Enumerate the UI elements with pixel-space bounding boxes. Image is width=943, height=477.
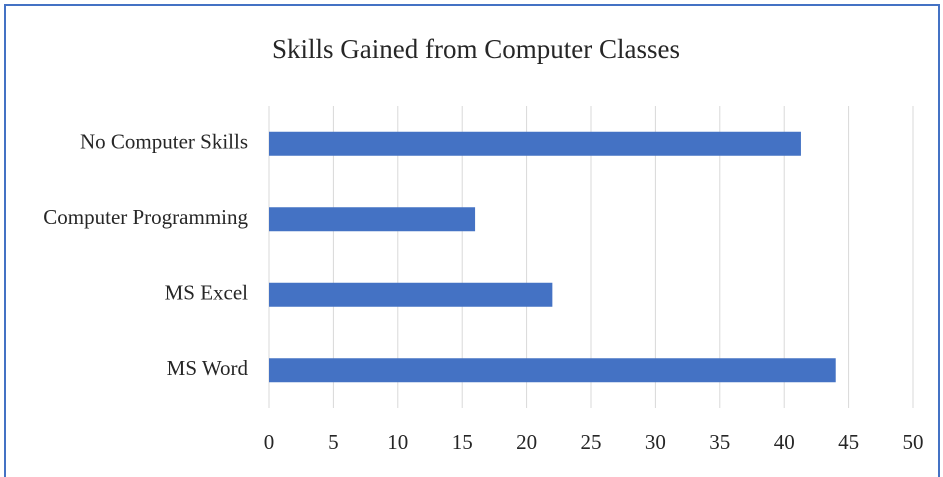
x-tick-label: 5: [328, 430, 339, 454]
x-tick-label: 35: [709, 430, 730, 454]
y-tick-label: Computer Programming: [43, 205, 248, 229]
y-tick-label: MS Excel: [165, 281, 249, 305]
frame: [4, 4, 940, 477]
chart-title: Skills Gained from Computer Classes: [272, 34, 680, 64]
x-tick-label: 25: [581, 430, 602, 454]
bar: [269, 282, 553, 307]
x-tick-label: 15: [452, 430, 473, 454]
x-tick-label: 20: [516, 430, 537, 454]
bar: [269, 358, 836, 383]
y-tick-label: No Computer Skills: [80, 130, 248, 154]
bar: [269, 207, 476, 232]
y-tick-label: MS Word: [167, 356, 249, 380]
x-tick-label: 45: [838, 430, 859, 454]
x-tick-label: 40: [774, 430, 795, 454]
x-tick-label: 10: [387, 430, 408, 454]
x-tick-label: 30: [645, 430, 666, 454]
x-tick-label: 0: [264, 430, 275, 454]
bar: [269, 131, 801, 156]
x-tick-label: 50: [903, 430, 924, 454]
